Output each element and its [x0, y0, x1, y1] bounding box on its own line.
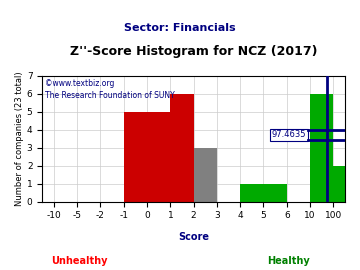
Bar	[310, 93, 333, 202]
Bar	[240, 184, 287, 202]
Y-axis label: Number of companies (23 total): Number of companies (23 total)	[15, 71, 24, 206]
Title: Z''-Score Histogram for NCZ (2017): Z''-Score Histogram for NCZ (2017)	[70, 45, 318, 58]
Bar	[170, 93, 194, 202]
Text: 97.4635: 97.4635	[271, 130, 306, 140]
X-axis label: Score: Score	[178, 231, 209, 241]
Text: The Research Foundation of SUNY: The Research Foundation of SUNY	[45, 91, 175, 100]
Text: ©www.textbiz.org: ©www.textbiz.org	[45, 79, 114, 88]
Text: Sector: Financials: Sector: Financials	[124, 23, 236, 33]
Text: Healthy: Healthy	[267, 256, 309, 266]
Text: Unhealthy: Unhealthy	[51, 256, 107, 266]
Bar	[124, 112, 170, 202]
Bar	[333, 166, 357, 202]
Bar	[194, 148, 217, 202]
